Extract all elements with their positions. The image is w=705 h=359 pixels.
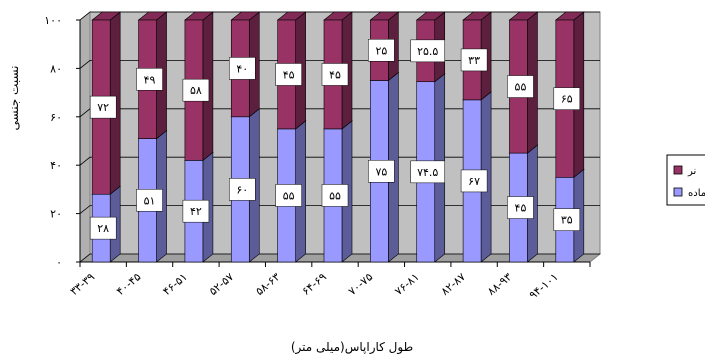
data-label-male-box bbox=[275, 63, 302, 86]
legend-swatch-female bbox=[673, 187, 683, 197]
data-label-male-box bbox=[182, 78, 210, 102]
data-label-female-box bbox=[460, 169, 488, 193]
y-tick-label: ۲۰ bbox=[50, 208, 62, 221]
data-label-male: ۵۵ bbox=[515, 81, 527, 94]
y-tick-label: ۱۰۰ bbox=[44, 14, 62, 27]
x-tick-label: ۴۰-۴۵ bbox=[114, 270, 144, 298]
x-tick-label: ۵۸-۶۳ bbox=[253, 270, 283, 298]
data-label-female-box bbox=[182, 199, 210, 223]
data-label-female-box bbox=[553, 208, 581, 231]
data-label-male: ۴۵ bbox=[283, 68, 295, 81]
x-tick-label: ۸۸-۹۳ bbox=[485, 270, 515, 298]
data-label-male-box bbox=[321, 63, 349, 86]
data-label-female-box bbox=[321, 184, 349, 207]
data-label-male: ۴۰ bbox=[236, 62, 248, 75]
x-tick-label: ۷۰-۷۵ bbox=[346, 270, 376, 298]
data-label-male: ۴۵ bbox=[329, 68, 341, 81]
x-tick-label: ۸۲-۸۷ bbox=[439, 270, 469, 298]
data-label-female-box bbox=[136, 189, 163, 212]
data-label-male: ۶۵ bbox=[561, 93, 573, 106]
x-axis-ticks: ۳۳-۳۹ ۴۰-۴۵ ۴۶-۵۱ ۵۲-۵۷ ۵۸-۶۳ ۶۴-۶۹ ۷۰-۷۵ ۷۶-۸۱… bbox=[68, 262, 591, 302]
data-label-female: ۵۵ bbox=[283, 189, 295, 202]
data-label-male-box bbox=[136, 68, 163, 91]
legend: نر ماده bbox=[666, 154, 705, 206]
data-labels: ۲۸ ۷۲ ۵۱ ۴۹ ۴۲ ۵۸ ۶۰ ۴۰ ۵۵ ۴۵ ۵۵ ۴۵ ۷۵ ۲۵ ۷۴.۵ ۲۵.۵ ۶۷ ۳۳… bbox=[89, 39, 581, 240]
x-tick-label: ۵۲-۵۷ bbox=[207, 270, 237, 298]
data-label-female-box bbox=[410, 160, 445, 184]
legend-swatch-male bbox=[673, 165, 683, 175]
data-label-female: ۷۵ bbox=[375, 165, 387, 178]
data-label-female: ۷۴.۵ bbox=[417, 166, 438, 179]
data-label-female: ۵۵ bbox=[329, 189, 341, 202]
data-label-male-box bbox=[89, 95, 117, 119]
y-tick-label: ۴۰ bbox=[50, 159, 62, 172]
data-label-male: ۴۹ bbox=[144, 73, 156, 86]
data-label-female-box bbox=[229, 178, 256, 201]
data-label-female-box bbox=[89, 216, 117, 240]
legend-box bbox=[666, 154, 705, 206]
data-label-male-box bbox=[507, 75, 534, 98]
data-label-male: ۳۳ bbox=[468, 54, 480, 67]
data-label-female: ۴۲ bbox=[190, 205, 202, 218]
data-label-male: ۵۸ bbox=[190, 84, 202, 97]
data-label-female-box bbox=[275, 184, 302, 207]
y-axis-title: نسبت جنسی bbox=[7, 65, 21, 130]
data-label-female-box bbox=[368, 160, 395, 183]
data-label-female: ۲۸ bbox=[97, 222, 109, 235]
data-label-female: ۴۵ bbox=[515, 202, 527, 215]
y-tick-label: ۶۰ bbox=[50, 111, 62, 124]
data-label-female: ۵۱ bbox=[144, 194, 156, 207]
data-label-male-box bbox=[553, 87, 581, 110]
x-tick-label: ۷۶-۸۱ bbox=[392, 270, 422, 298]
data-label-female: ۳۵ bbox=[561, 214, 573, 227]
data-label-male-box bbox=[368, 39, 395, 62]
x-axis-title: طول کاراپاس(میلی متر) bbox=[291, 340, 413, 355]
data-label-male: ۷۲ bbox=[97, 101, 109, 114]
x-tick-label: ۶۴-۶۹ bbox=[299, 270, 329, 298]
x-tick-label: ۴۶-۵۱ bbox=[160, 270, 190, 298]
x-tick-label: ۳۳-۳۹ bbox=[68, 270, 98, 298]
bars bbox=[91, 11, 585, 263]
data-label-male-box bbox=[410, 39, 445, 63]
plot-side-wall bbox=[79, 10, 91, 264]
legend-label-male: نر bbox=[687, 166, 696, 177]
x-tick-label: ۹۴-۱۰۱ bbox=[527, 270, 561, 302]
data-label-male-box bbox=[229, 57, 256, 80]
data-label-female: ۶۷ bbox=[468, 175, 480, 188]
data-label-female: ۶۰ bbox=[236, 183, 248, 196]
data-label-male: ۲۵.۵ bbox=[417, 45, 438, 58]
y-tick-label: ۸۰ bbox=[50, 62, 62, 75]
y-tick-label: ۰ bbox=[56, 256, 62, 269]
data-label-female-box bbox=[507, 196, 534, 219]
data-label-male: ۲۵ bbox=[375, 44, 387, 57]
legend-label-female: ماده bbox=[688, 188, 705, 199]
data-label-male-box bbox=[460, 48, 488, 72]
